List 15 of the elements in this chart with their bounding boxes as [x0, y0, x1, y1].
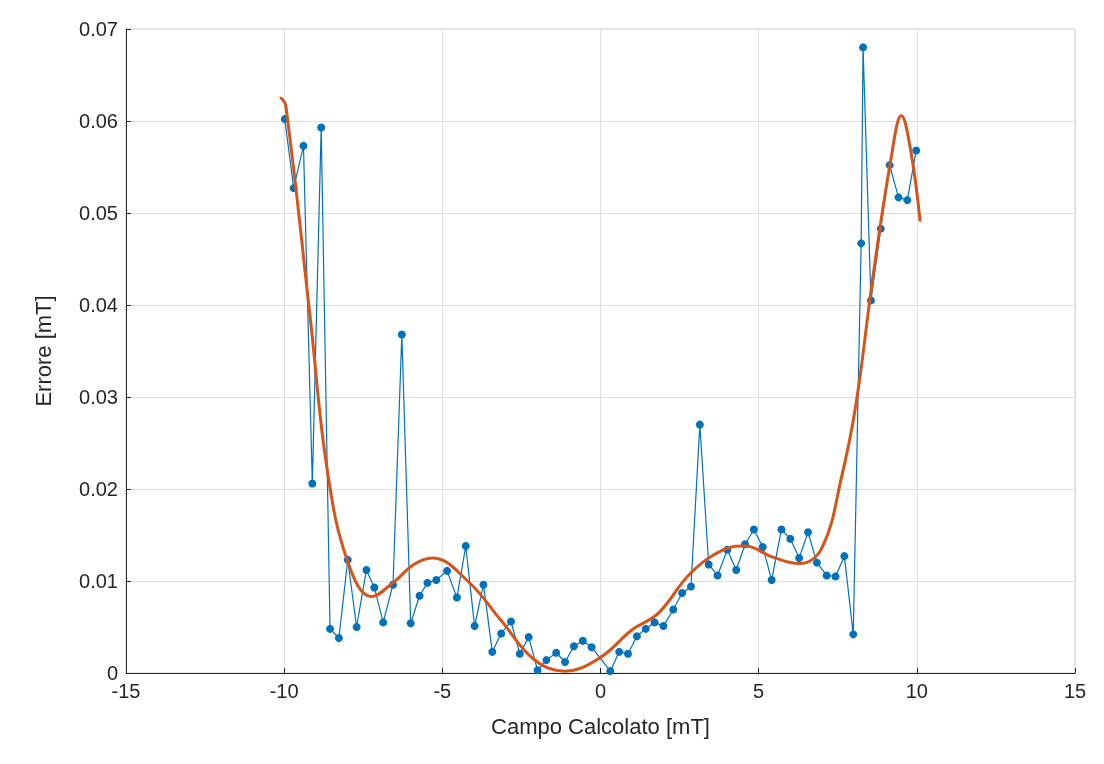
y-tick-label: 0.02 [79, 478, 118, 500]
y-tick-label: 0.01 [79, 570, 118, 592]
x-tick-label: -5 [433, 680, 452, 702]
x-tick-label: 0 [594, 680, 607, 702]
y-tick-label: 0.07 [79, 18, 118, 40]
y-axis-title: Errore [mT] [30, 295, 56, 407]
x-tick-label: 15 [1063, 680, 1087, 702]
y-tick-label: 0.03 [79, 386, 118, 408]
x-tick-label: 10 [905, 680, 928, 702]
y-tick-label: 0.04 [79, 294, 118, 316]
y-tick-label: 0.06 [79, 110, 118, 132]
x-axis-title: Campo Calcolato [mT] [491, 713, 710, 739]
y-tick-label: 0.05 [79, 202, 118, 224]
x-tick-label: 5 [753, 680, 765, 702]
x-tick-label: -10 [269, 680, 299, 702]
